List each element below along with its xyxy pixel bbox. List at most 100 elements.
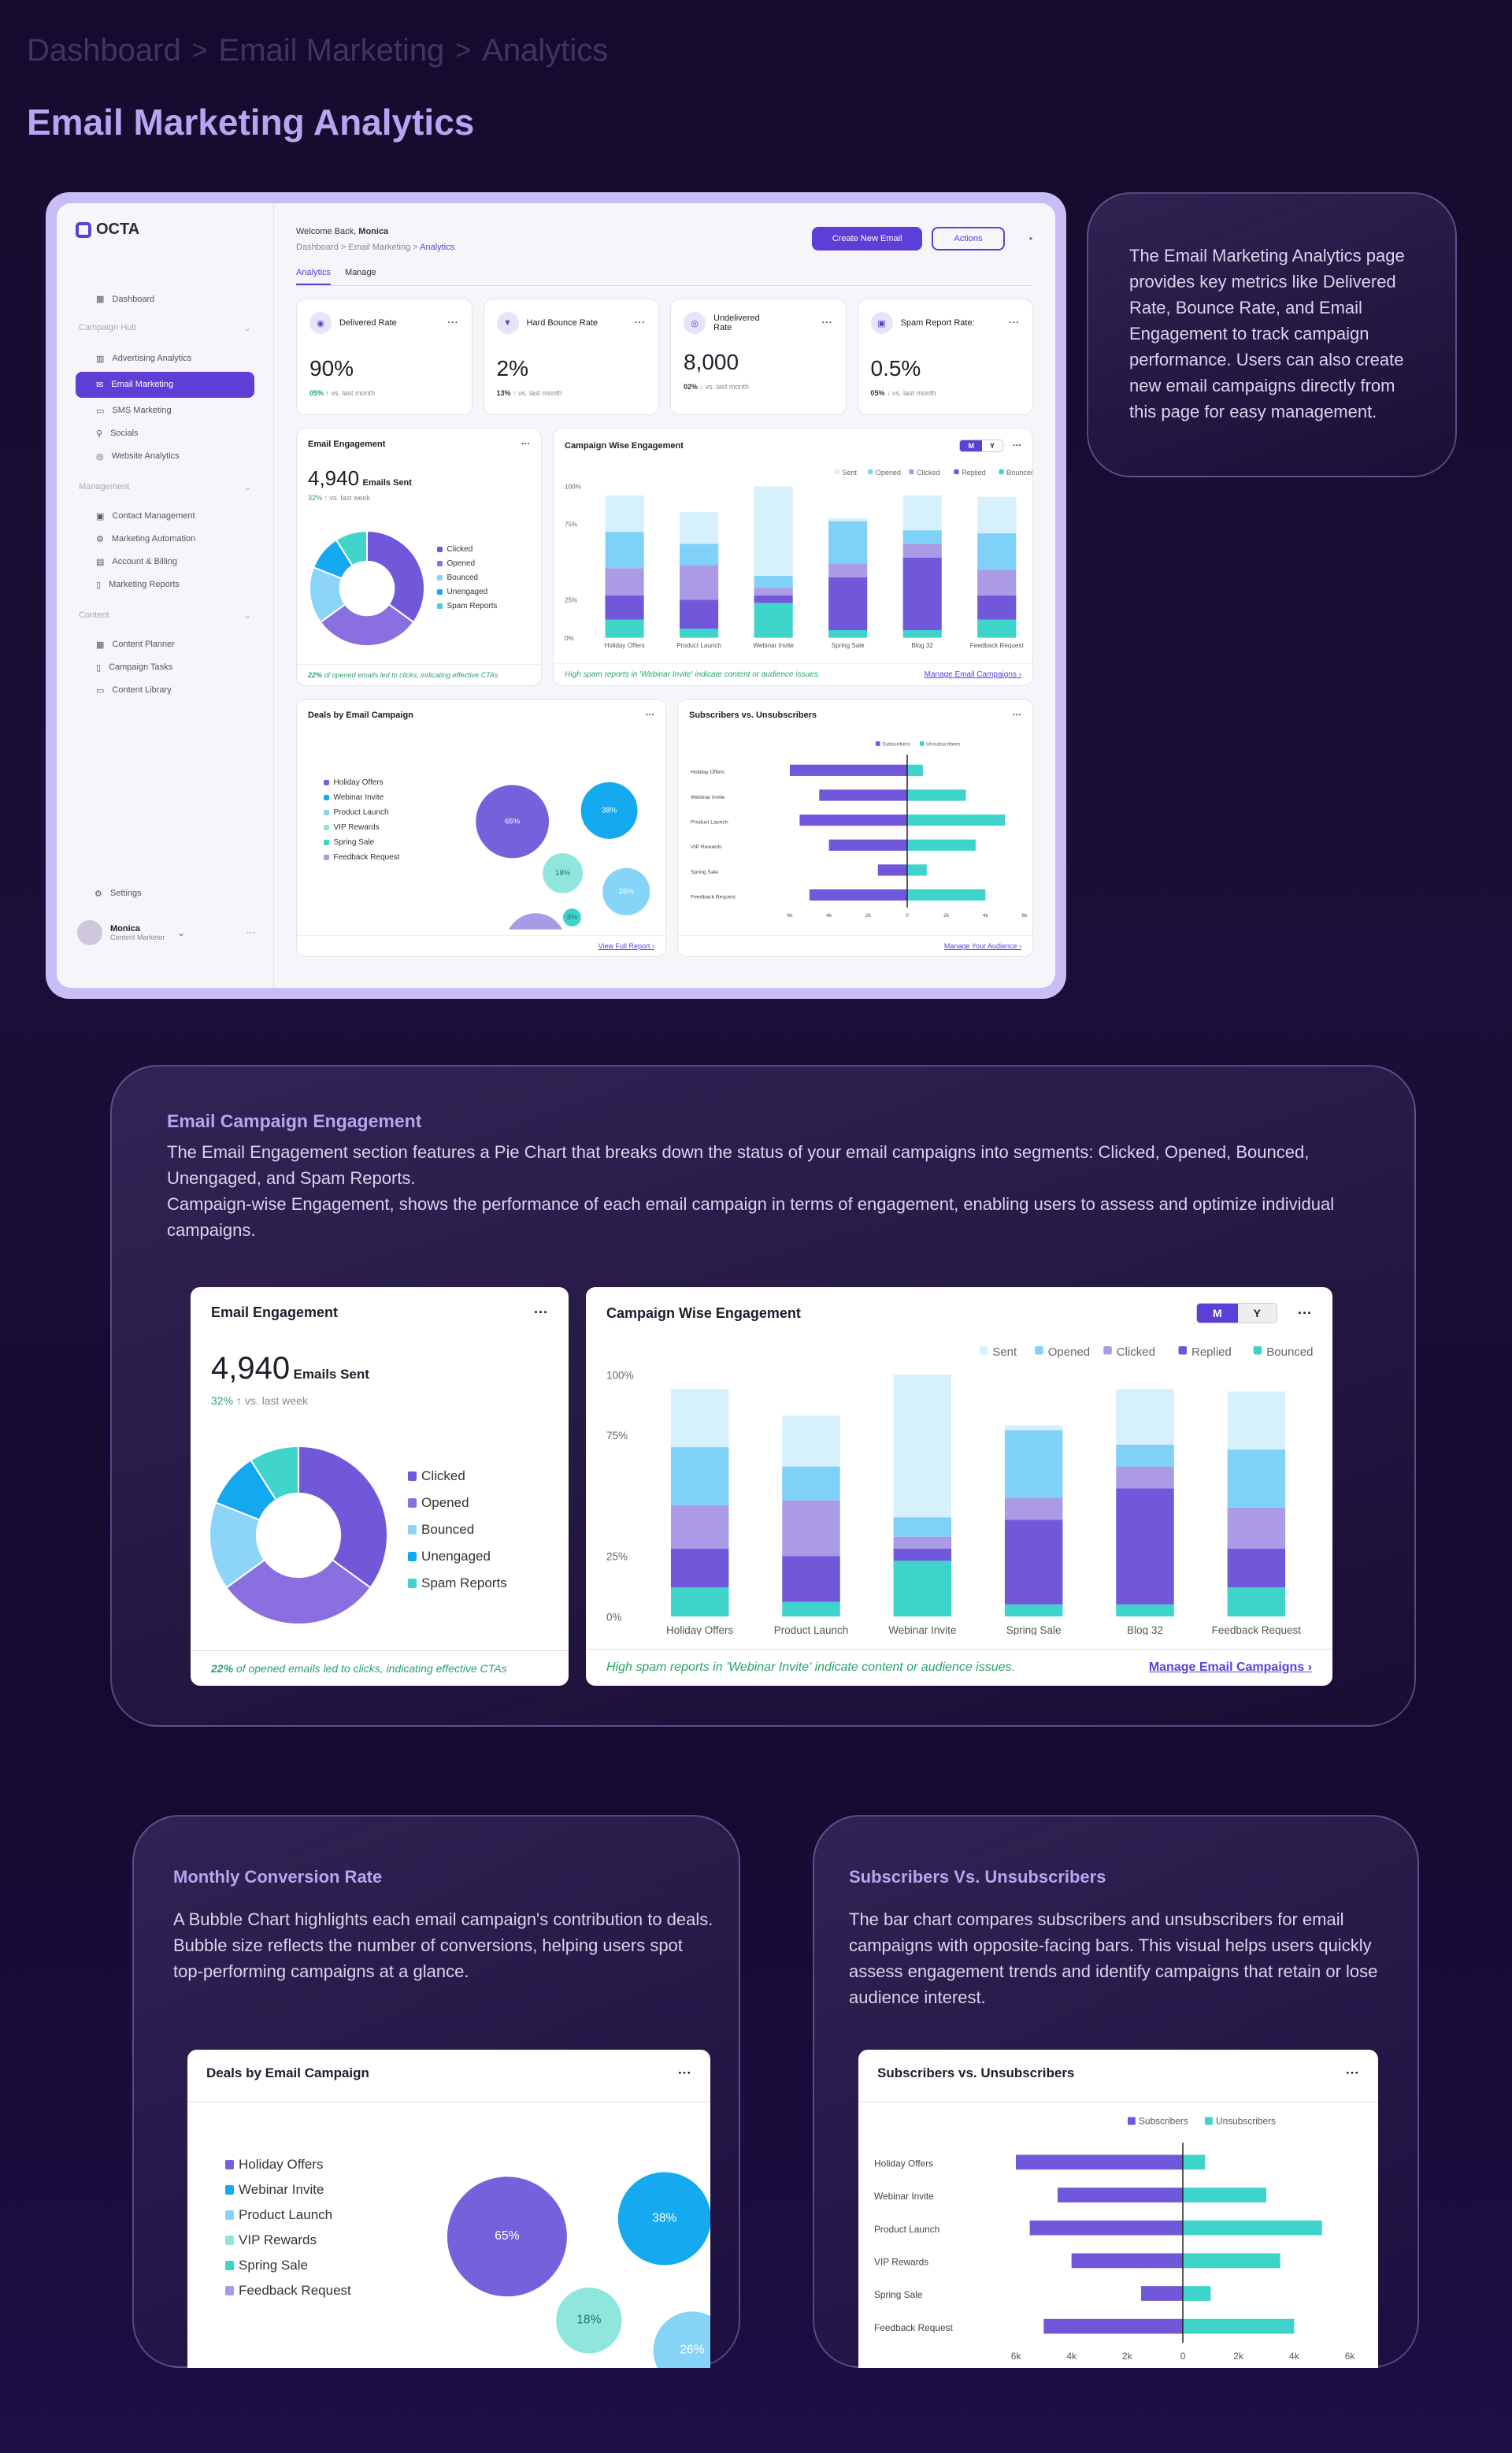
bar-subscribers[interactable] (790, 764, 907, 776)
bar-sent[interactable] (754, 486, 793, 576)
create-email-button[interactable]: Create New Email (811, 227, 923, 250)
bar-bounced[interactable] (828, 629, 868, 638)
bar-unsubscribers[interactable] (907, 815, 1006, 826)
bar-sent[interactable] (902, 495, 942, 531)
user-profile[interactable]: Monica Content Marketer ⌄ ··· (77, 920, 255, 945)
bar-bounced[interactable] (977, 619, 1017, 638)
bar-unsubscribers[interactable] (907, 864, 927, 876)
bar-unsubscribers[interactable] (1183, 2154, 1206, 2170)
bar-unsubscribers[interactable] (1183, 2188, 1266, 2203)
breadcrumb-item[interactable]: Email Marketing (348, 243, 411, 252)
bar-bounced[interactable] (1116, 1604, 1174, 1616)
bar-clicked[interactable] (902, 544, 942, 558)
more-icon[interactable]: ··· (635, 318, 646, 328)
sidebar-item-tasks[interactable]: ▯ Campaign Tasks (76, 656, 254, 679)
actions-button[interactable]: Actions (932, 227, 1005, 250)
bubble-product-launch[interactable] (601, 866, 651, 917)
bell-icon[interactable]: ◔ (1026, 232, 1033, 245)
manage-campaigns-link[interactable]: Manage Email Campaigns › (1148, 1661, 1312, 1674)
bar-replied[interactable] (828, 577, 868, 630)
bar-clicked[interactable] (893, 1536, 952, 1549)
more-icon[interactable]: ··· (1346, 2065, 1359, 2080)
bar-opened[interactable] (680, 544, 719, 566)
toggle-month[interactable]: M (960, 440, 982, 451)
bubble-holiday-offers[interactable] (474, 783, 551, 860)
bar-clicked[interactable] (782, 1500, 840, 1557)
bar-unsubscribers[interactable] (1183, 2286, 1211, 2301)
bar-subscribers[interactable] (1058, 2188, 1183, 2203)
breadcrumb-item[interactable]: Email Marketing (218, 33, 445, 68)
more-icon[interactable]: ··· (1298, 1304, 1312, 1321)
more-icon[interactable]: ··· (521, 440, 530, 449)
bar-bounced[interactable] (1227, 1587, 1286, 1616)
breadcrumb-item[interactable]: Dashboard (27, 33, 181, 68)
bar-sent[interactable] (1004, 1425, 1063, 1431)
bar-clicked[interactable] (680, 565, 719, 600)
bar-subscribers[interactable] (877, 864, 907, 876)
bubble-spring-sale[interactable] (561, 907, 583, 929)
sidebar-item-sms[interactable]: ▭ SMS Marketing (76, 399, 254, 422)
bar-opened[interactable] (782, 1466, 840, 1501)
bar-subscribers[interactable] (1016, 2154, 1183, 2170)
bar-sent[interactable] (605, 495, 644, 533)
sidebar-item-billing[interactable]: ▤ Account & Billing (76, 551, 254, 573)
bar-clicked[interactable] (1004, 1497, 1063, 1520)
bar-replied[interactable] (977, 595, 1017, 620)
sidebar-item-dashboard[interactable]: ▦ Dashboard (76, 288, 254, 310)
bar-subscribers[interactable] (1141, 2286, 1183, 2301)
donut-slice-spam-reports[interactable] (335, 529, 368, 567)
more-icon[interactable]: ··· (1013, 441, 1021, 451)
donut-slice-opened[interactable] (319, 603, 415, 647)
more-icon[interactable]: ··· (821, 318, 833, 328)
more-icon[interactable]: ··· (1013, 711, 1021, 720)
bar-subscribers[interactable] (1029, 2220, 1183, 2236)
bar-clicked[interactable] (828, 563, 868, 577)
bar-sent[interactable] (1116, 1389, 1174, 1445)
more-icon[interactable]: ··· (447, 318, 459, 328)
donut-slice-clicked[interactable] (366, 529, 425, 624)
bar-bounced[interactable] (782, 1601, 840, 1616)
bar-replied[interactable] (1227, 1549, 1286, 1588)
sidebar-item-socials[interactable]: ⚲ Socials (76, 422, 254, 445)
bar-bounced[interactable] (670, 1587, 729, 1616)
bar-unsubscribers[interactable] (907, 889, 986, 901)
bar-subscribers[interactable] (1071, 2253, 1183, 2269)
chevron-down-icon[interactable]: ⌄ (177, 928, 185, 938)
breadcrumb-item[interactable]: Analytics (420, 243, 455, 252)
manage-audience-link[interactable]: Manage Your Audience › (943, 942, 1021, 950)
toggle-year[interactable]: Y (989, 442, 995, 450)
bar-opened[interactable] (1116, 1445, 1174, 1467)
bar-unsubscribers[interactable] (1183, 2318, 1295, 2334)
bar-bounced[interactable] (605, 619, 644, 638)
bar-replied[interactable] (782, 1556, 840, 1602)
bar-opened[interactable] (754, 575, 793, 588)
bar-opened[interactable] (605, 532, 644, 569)
bar-bounced[interactable] (902, 629, 942, 638)
bar-replied[interactable] (670, 1549, 729, 1588)
bubble-holiday-offers[interactable] (445, 2175, 569, 2299)
more-icon[interactable]: ··· (646, 711, 654, 720)
donut-slice-spam-reports[interactable] (250, 1445, 299, 1501)
bar-replied[interactable] (754, 595, 793, 603)
bar-unsubscribers[interactable] (1183, 2220, 1322, 2236)
sidebar-item-library[interactable]: ▭ Content Library (76, 679, 254, 702)
bar-subscribers[interactable] (828, 839, 907, 851)
sidebar-item-email[interactable]: ✉ Email Marketing (76, 372, 254, 398)
tab-analytics[interactable]: Analytics (296, 268, 332, 285)
bar-clicked[interactable] (754, 588, 793, 596)
toggle-month[interactable]: M (1197, 1304, 1238, 1323)
sidebar-section-campaign[interactable]: Campaign Hub ⌄ (76, 315, 254, 341)
more-icon[interactable]: ··· (246, 928, 255, 937)
bar-sent[interactable] (670, 1389, 729, 1448)
bar-bounced[interactable] (1004, 1604, 1063, 1616)
bar-opened[interactable] (828, 521, 868, 564)
bubble-product-launch[interactable] (651, 2310, 710, 2368)
bubble-webinar-invite[interactable] (579, 781, 639, 841)
breadcrumb-item[interactable]: Analytics (482, 33, 609, 68)
tab-manage[interactable]: Manage (345, 268, 376, 277)
bar-clicked[interactable] (977, 570, 1017, 596)
sidebar-item-website[interactable]: ◎ Website Analytics (76, 445, 254, 468)
bar-subscribers[interactable] (819, 789, 907, 801)
sidebar-item-advertising[interactable]: ▥ Advertising Analytics (76, 347, 254, 370)
bar-clicked[interactable] (1116, 1466, 1174, 1489)
